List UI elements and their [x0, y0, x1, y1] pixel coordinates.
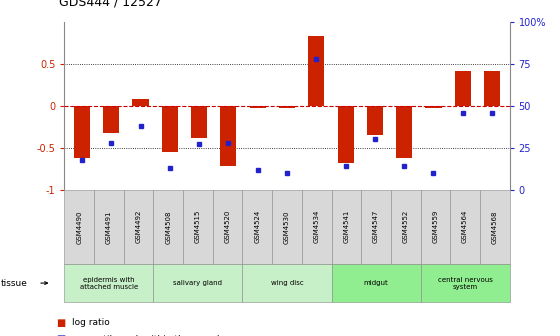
Bar: [396, 106, 412, 158]
Text: GSM4552: GSM4552: [403, 210, 409, 243]
Bar: [162, 106, 178, 152]
Text: ■: ■: [56, 318, 66, 328]
Bar: [250, 106, 266, 108]
Bar: [426, 106, 441, 109]
Text: GSM4524: GSM4524: [254, 210, 260, 243]
Text: tissue: tissue: [1, 279, 28, 288]
Bar: [308, 36, 324, 106]
Text: GSM4547: GSM4547: [373, 210, 379, 244]
Text: ■: ■: [56, 334, 66, 336]
Text: GSM4559: GSM4559: [432, 210, 438, 244]
Text: GSM4515: GSM4515: [195, 210, 201, 244]
Text: central nervous
system: central nervous system: [438, 277, 492, 290]
Bar: [279, 106, 295, 108]
Bar: [338, 106, 353, 163]
Text: GSM4568: GSM4568: [492, 210, 498, 244]
Text: epidermis with
attached muscle: epidermis with attached muscle: [80, 277, 138, 290]
Bar: [133, 99, 148, 106]
Bar: [367, 106, 383, 135]
Text: GSM4541: GSM4541: [343, 210, 349, 244]
Text: GSM4564: GSM4564: [462, 210, 468, 244]
Bar: [74, 106, 90, 158]
Text: GSM4490: GSM4490: [76, 210, 82, 244]
Text: wing disc: wing disc: [270, 280, 304, 286]
Text: GSM4491: GSM4491: [106, 210, 112, 244]
Text: salivary gland: salivary gland: [174, 280, 222, 286]
Text: GSM4530: GSM4530: [284, 210, 290, 244]
Text: GDS444 / 12527: GDS444 / 12527: [59, 0, 162, 8]
Text: midgut: midgut: [363, 280, 389, 286]
Bar: [455, 71, 471, 106]
Text: log ratio: log ratio: [72, 318, 109, 327]
Text: GSM4508: GSM4508: [165, 210, 171, 244]
Text: percentile rank within the sample: percentile rank within the sample: [72, 335, 225, 336]
Text: GSM4492: GSM4492: [136, 210, 142, 244]
Bar: [191, 106, 207, 138]
Text: GSM4534: GSM4534: [314, 210, 320, 244]
Bar: [103, 106, 119, 133]
Text: GSM4520: GSM4520: [225, 210, 231, 244]
Bar: [484, 71, 500, 106]
Bar: [221, 106, 236, 166]
